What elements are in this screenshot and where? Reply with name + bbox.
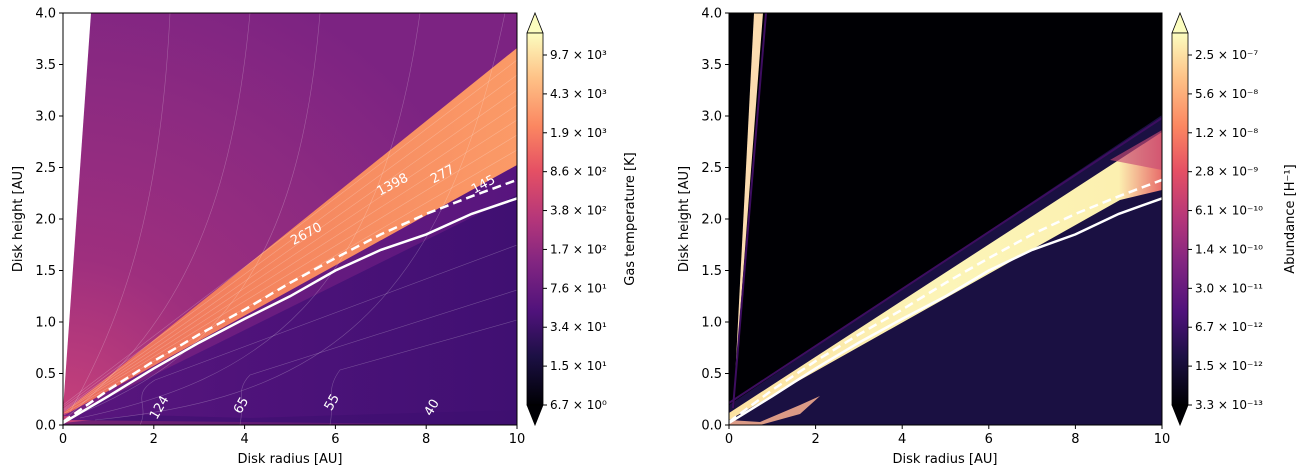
contour-label: 55 [322, 392, 343, 414]
colorbar-tick-label: 3.4 × 10¹ [550, 320, 607, 334]
colorbar-label: Abundance [H⁻¹] [1283, 164, 1298, 273]
x-tick-label: 6 [331, 432, 339, 447]
colorbar-tick-label: 3.3 × 10⁻¹³ [1195, 398, 1263, 412]
x-axis-label: Disk radius [AU] [893, 452, 998, 467]
y-axis-ticks: 0.0 0.5 1.0 1.5 2.0 2.5 3.0 3.5 4.0 [35, 7, 63, 434]
x-axis-ticks: 0 2 4 6 8 10 [725, 425, 1170, 447]
colorbar-tick-label: 5.6 × 10⁻⁸ [1195, 87, 1258, 101]
abundance-colorbar: 3.3 × 10⁻¹³ 1.5 × 10⁻¹² 6.7 × 10⁻¹² 3.0 × 1… [1171, 11, 1298, 427]
x-tick-label: 2 [811, 432, 819, 447]
colorbar-tick-label: 3.0 × 10⁻¹¹ [1195, 281, 1263, 295]
y-tick-label: 1.0 [35, 316, 56, 331]
y-axis-label: Disk height [AU] [677, 166, 692, 272]
colorbar-tick-label: 9.7 × 10³ [550, 48, 607, 62]
x-tick-label: 0 [59, 432, 67, 447]
x-tick-label: 0 [725, 432, 733, 447]
y-tick-label: 2.5 [701, 161, 722, 176]
colorbar-ticks: 6.7 × 10⁰ 1.5 × 10¹ 3.4 × 10¹ 7.6 × 10¹ 1.7 … [543, 48, 607, 412]
colorbar-tick-label: 6.7 × 10⁻¹² [1195, 320, 1263, 334]
colorbar-tick-label: 7.6 × 10¹ [550, 281, 607, 295]
colorbar-tick-label: 1.2 × 10⁻⁸ [1195, 126, 1258, 140]
dashed-boundary-line [62, 178, 518, 423]
y-tick-label: 4.0 [35, 7, 56, 22]
x-tick-label: 6 [985, 432, 993, 447]
y-tick-label: 1.5 [701, 264, 722, 279]
colorbar-label: Gas temperature [K] [623, 152, 638, 285]
x-axis-ticks: 0 2 4 6 8 10 [59, 425, 525, 447]
y-tick-label: 4.0 [701, 7, 722, 22]
y-tick-label: 0.0 [35, 419, 56, 434]
y-tick-label: 3.5 [701, 58, 722, 73]
colorbar-tick-label: 8.6 × 10² [550, 165, 607, 179]
colorbar-tick-label: 1.5 × 10¹ [550, 359, 607, 373]
y-tick-label: 3.5 [35, 58, 56, 73]
contour-label: 40 [422, 397, 443, 419]
x-tick-label: 4 [240, 432, 248, 447]
abundance-contour-field [729, 13, 1162, 425]
abundance-panel: 0 2 4 6 8 10 0.0 0.5 1.0 1.5 2.0 2.5 3.0 3.5 4.0 Disk… [677, 7, 1298, 468]
x-tick-label: 10 [1154, 432, 1171, 447]
dashed-boundary-line [728, 178, 1163, 423]
colorbar-tick-label: 1.4 × 10⁻¹⁰ [1195, 242, 1263, 256]
temperature-contour-field [63, 13, 517, 425]
colorbar-tick-label: 6.1 × 10⁻¹⁰ [1195, 204, 1263, 218]
colorbar-ticks: 3.3 × 10⁻¹³ 1.5 × 10⁻¹² 6.7 × 10⁻¹² 3.0 × 1… [1188, 48, 1263, 412]
x-tick-label: 10 [509, 432, 526, 447]
colorbar-tick-label: 1.7 × 10² [550, 242, 607, 256]
x-tick-label: 8 [1071, 432, 1079, 447]
y-tick-label: 3.0 [701, 110, 722, 125]
colorbar-tick-label: 1.9 × 10³ [550, 126, 607, 140]
y-axis-label: Disk height [AU] [11, 166, 26, 272]
temperature-colorbar: 6.7 × 10⁰ 1.5 × 10¹ 3.4 × 10¹ 7.6 × 10¹ 1.7 … [526, 11, 638, 427]
colorbar-tick-label: 6.7 × 10⁰ [550, 398, 607, 412]
y-tick-label: 0.0 [701, 419, 722, 434]
colorbar-tick-label: 3.8 × 10² [550, 204, 607, 218]
x-axis-label: Disk radius [AU] [238, 452, 343, 467]
solid-boundary-line [62, 197, 518, 424]
y-tick-label: 1.0 [701, 316, 722, 331]
y-tick-label: 0.5 [701, 367, 722, 382]
colorbar-tick-label: 4.3 × 10³ [550, 87, 607, 101]
colorbar-tick-label: 2.5 × 10⁻⁷ [1195, 48, 1258, 62]
y-axis-ticks: 0.0 0.5 1.0 1.5 2.0 2.5 3.0 3.5 4.0 [701, 7, 729, 434]
solid-boundary-line [728, 197, 1163, 424]
y-tick-label: 2.5 [35, 161, 56, 176]
y-tick-label: 2.0 [35, 213, 56, 228]
y-tick-label: 0.5 [35, 367, 56, 382]
colorbar-tick-label: 2.8 × 10⁻⁹ [1195, 165, 1258, 179]
y-tick-label: 2.0 [701, 213, 722, 228]
contour-label: 65 [231, 395, 252, 417]
x-tick-label: 2 [150, 432, 158, 447]
colorbar-tick-label: 1.5 × 10⁻¹² [1195, 359, 1263, 373]
y-tick-label: 3.0 [35, 110, 56, 125]
x-tick-label: 8 [422, 432, 430, 447]
y-tick-label: 1.5 [35, 264, 56, 279]
x-tick-label: 4 [898, 432, 906, 447]
